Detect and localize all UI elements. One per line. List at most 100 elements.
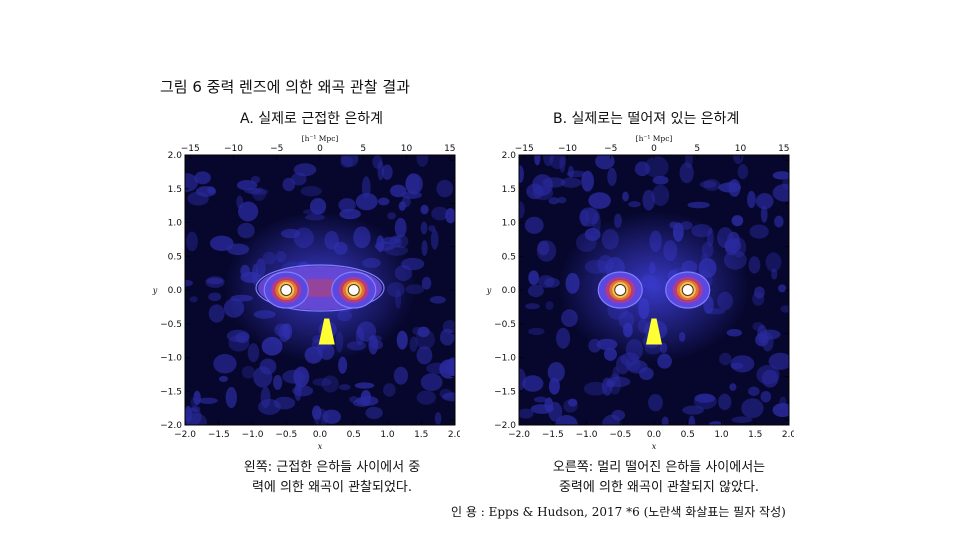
noise-blob: [534, 155, 541, 166]
noise-blob: [194, 171, 211, 185]
noise-blob: [355, 192, 378, 211]
x-tick-label: 2.0: [448, 430, 460, 440]
x-tick-label: 1.5: [414, 430, 428, 440]
panel-a-heatmap: −2.0 −1.5 −1.0 −0.5 0.0 0.5 1.0 1.5 2.0 −2.0 −1.5 −…: [150, 134, 460, 454]
top-tick-label: 15: [444, 144, 455, 154]
noise-blob: [556, 327, 571, 349]
noise-blob: [782, 177, 789, 190]
noise-blob: [772, 184, 789, 202]
noise-blob: [185, 407, 202, 425]
noise-blob: [607, 167, 617, 186]
noise-blob: [236, 180, 258, 191]
top-axis-label: [h⁻¹ Mpc]: [302, 134, 339, 143]
noise-blob: [519, 201, 525, 219]
figure-title: 그림 6 중력 렌즈에 의한 왜곡 관찰 결과: [160, 78, 410, 96]
noise-blob: [226, 329, 250, 343]
filament-contour: [255, 264, 385, 312]
y-axis-label: y: [152, 286, 158, 295]
noise-blob: [726, 180, 738, 189]
noise-blob: [322, 409, 341, 424]
noise-blob: [708, 421, 723, 425]
noise-blob: [421, 276, 432, 290]
noise-blob: [737, 164, 749, 180]
noise-blob: [580, 209, 590, 227]
x-tick-label: 0.5: [347, 430, 361, 440]
noise-blob: [273, 374, 283, 390]
noise-blob: [225, 386, 237, 409]
noise-blob: [340, 156, 353, 168]
noise-blob: [719, 352, 732, 366]
y-tick-label: 1.0: [502, 219, 517, 229]
noise-blob: [237, 222, 255, 239]
noise-blob: [528, 327, 545, 336]
noise-blob: [387, 212, 396, 220]
noise-blob: [757, 324, 768, 344]
y-tick-label: −1.0: [160, 354, 182, 364]
y-tick-label: −0.5: [160, 320, 182, 330]
x-tick-label: −1.0: [242, 430, 264, 440]
galaxy-core: [614, 284, 627, 296]
noise-blob: [381, 164, 393, 180]
panel-a-caption-line2: 력에 의한 왜곡이 관찰되었다.: [251, 480, 413, 495]
noise-blob: [434, 412, 442, 425]
x-tick-label: 1.0: [714, 430, 729, 440]
noise-blob: [688, 415, 696, 425]
noise-blob: [519, 408, 534, 419]
noise-blob: [295, 371, 304, 393]
y-tick-label: −1.0: [494, 354, 516, 364]
y-tick-label: −0.5: [494, 320, 516, 330]
top-tick-label: −15: [515, 144, 534, 154]
noise-blob: [527, 284, 544, 298]
noise-blob: [198, 397, 218, 404]
noise-blob: [528, 270, 540, 286]
noise-blob: [189, 296, 198, 303]
noise-blob: [519, 368, 527, 391]
galaxy-core: [681, 284, 694, 296]
noise-blob: [611, 409, 626, 421]
noise-blob: [760, 391, 772, 403]
y-tick-label: 2.0: [502, 151, 517, 161]
panel-a-plot: −2.0 −1.5 −1.0 −0.5 0.0 0.5 1.0 1.5 2.0 −2.0 −1.5 −…: [152, 134, 460, 451]
noise-blob: [522, 375, 544, 392]
noise-blob: [390, 184, 407, 198]
noise-blob: [338, 384, 351, 391]
panel-b-caption-line2: 중력에 의한 왜곡이 관찰되지 않았다.: [558, 480, 760, 495]
noise-blob: [595, 155, 615, 170]
top-tick-label: 5: [694, 144, 700, 154]
x-tick-label: 0.5: [681, 430, 695, 440]
panel-b-caption: 오른쪽: 멀리 떨어진 은하들 사이에서는 중력에 의한 왜곡이 관찰되지 않았…: [524, 458, 794, 498]
top-tick-label: 5: [360, 144, 366, 154]
figure-credit: 인 용 : Epps & Hudson, 2017 *6 (노란색 화살표는 필…: [451, 505, 786, 519]
noise-blob: [749, 224, 769, 239]
x-tick-label: 2.0: [782, 430, 794, 440]
noise-blob: [622, 191, 629, 202]
noise-blob: [768, 352, 789, 370]
noise-blob: [687, 201, 710, 209]
noise-blob: [765, 252, 782, 272]
noise-blob: [208, 292, 222, 302]
top-tick-label: 15: [778, 144, 789, 154]
noise-blob: [442, 319, 455, 334]
noise-blob: [644, 156, 669, 178]
noise-blob: [556, 196, 567, 204]
noise-blob: [703, 179, 721, 191]
x-tick-label: −1.5: [208, 430, 230, 440]
top-axis-label: [h⁻¹ Mpc]: [636, 134, 673, 143]
x-tick-label: −1.0: [576, 430, 598, 440]
x-tick-label: −2.0: [174, 430, 196, 440]
noise-blob: [426, 362, 449, 374]
noise-blob: [365, 406, 383, 419]
top-tick-label: −15: [181, 144, 200, 154]
noise-blob: [547, 362, 565, 383]
y-tick-label: 0.0: [502, 286, 517, 296]
panel-b-heatmap: −2.0 −1.5 −1.0 −0.5 0.0 0.5 1.0 1.5 2.0 −2.0 −1.5 −…: [484, 134, 794, 454]
noise-blob: [559, 156, 566, 173]
noise-blob: [247, 343, 260, 363]
noise-blob: [420, 373, 443, 391]
noise-blob: [238, 201, 259, 222]
noise-blob: [772, 171, 789, 180]
noise-blob: [652, 175, 669, 185]
noise-blob: [439, 388, 453, 399]
panel-b-title: B. 실제로는 떨어져 있는 은하계: [553, 111, 740, 127]
noise-blob: [420, 204, 429, 215]
